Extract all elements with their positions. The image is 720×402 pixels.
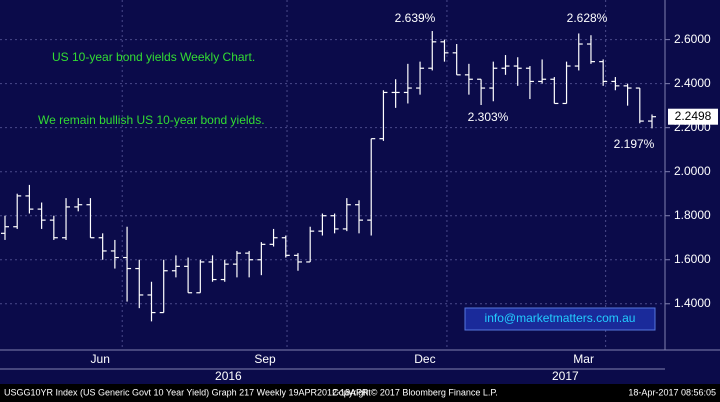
last-price-box	[668, 108, 718, 125]
year-label: 2017	[552, 369, 579, 383]
x-tick-label: Mar	[573, 352, 594, 366]
chart-subtitle: We remain bullish US 10-year bond yields…	[38, 113, 265, 127]
footer-bar	[0, 384, 720, 402]
x-tick-label: Sep	[254, 352, 276, 366]
last-price-label: 2.2498	[675, 109, 712, 123]
y-tick-label: 1.8000	[674, 208, 711, 222]
y-tick-label: 1.6000	[674, 252, 711, 266]
y-tick-label: 2.0000	[674, 164, 711, 178]
chart-title: US 10-year bond yields Weekly Chart.	[52, 50, 255, 64]
year-label: 2016	[215, 369, 242, 383]
y-tick-label: 2.4000	[674, 76, 711, 90]
y-tick-label: 1.4000	[674, 296, 711, 310]
note: info@marketmatters.com.au	[485, 311, 636, 325]
x-tick-label: Jun	[91, 352, 110, 366]
annotation: 2.639%	[395, 11, 436, 25]
footer-left: USGG10YR Index (US Generic Govt 10 Year …	[4, 387, 369, 397]
footer-right: 18-Apr-2017 08:56:05	[628, 387, 716, 397]
footer-center: Copyright© 2017 Bloomberg Finance L.P.	[332, 387, 498, 397]
annotation: 2.628%	[567, 11, 608, 25]
annotation: 2.197%	[614, 137, 655, 151]
y-tick-label: 2.6000	[674, 32, 711, 46]
x-tick-label: Dec	[414, 352, 435, 366]
note-box	[464, 307, 656, 331]
annotation: 2.303%	[468, 110, 509, 124]
